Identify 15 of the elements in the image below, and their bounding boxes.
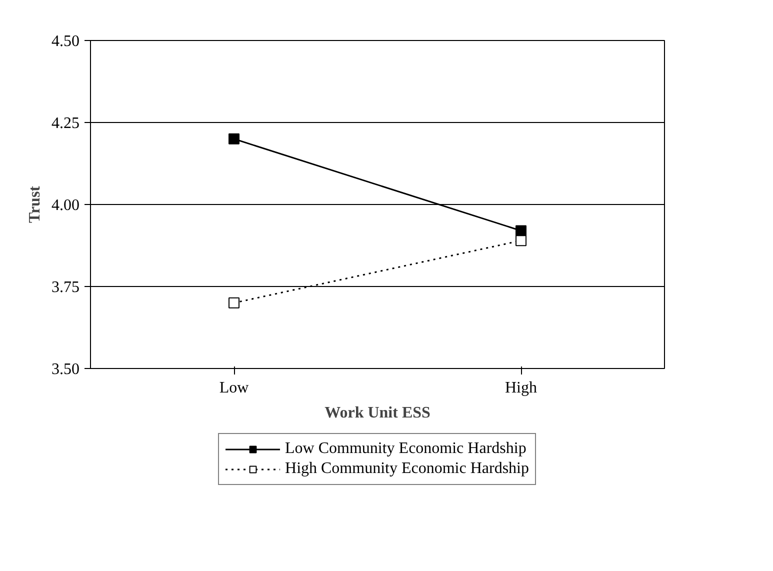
x-axis-title: Work Unit ESS: [324, 404, 431, 422]
legend-label: Low Community Economic Hardship: [285, 440, 526, 458]
point: [516, 235, 526, 246]
legend-label: High Community Economic Hardship: [285, 460, 529, 478]
y-tick-label: 4.00: [52, 197, 80, 214]
y-tick-label: 3.75: [52, 279, 80, 296]
x-tick-label: High: [505, 380, 537, 396]
point: [228, 297, 240, 308]
y-tick-label: 4.50: [52, 33, 80, 50]
y-tick-label: 4.25: [52, 115, 80, 132]
y-axis-title: Trust: [26, 185, 44, 224]
point: [228, 133, 240, 144]
point: [516, 225, 526, 236]
x-tick-label: Low: [219, 380, 250, 396]
y-tick-label: 3.50: [52, 361, 80, 378]
